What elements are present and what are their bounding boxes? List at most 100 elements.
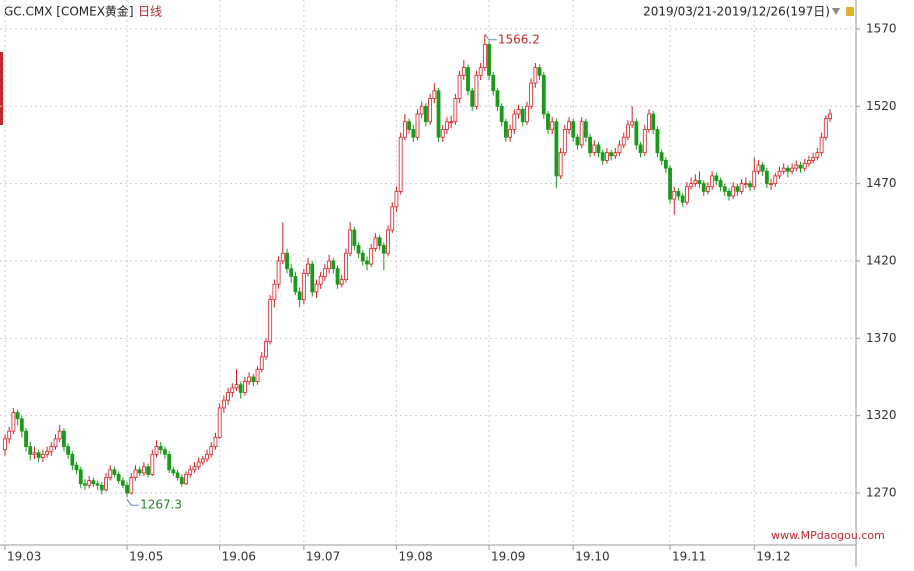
candle-body (314, 283, 319, 293)
candle-body (811, 156, 816, 161)
date-range[interactable]: 2019/03/21-2019/12/26(197日) (643, 5, 830, 19)
candle-body (819, 136, 824, 154)
candle-body (807, 160, 811, 164)
candle-body (125, 484, 129, 494)
candle-body (449, 121, 454, 124)
candle-body (179, 477, 184, 485)
candle-body (424, 105, 428, 123)
candle-body (28, 446, 33, 455)
annotation-label: 1566.2 (498, 32, 540, 46)
candle-body (487, 43, 491, 76)
dropdown-icon[interactable] (832, 8, 840, 15)
candle-body (546, 113, 550, 130)
x-tick-label: 19.03 (7, 550, 41, 564)
candle-body (264, 341, 268, 358)
candle-body (78, 469, 83, 485)
candle-body (285, 252, 289, 270)
candle-body (634, 121, 639, 146)
candle-body (752, 170, 757, 188)
candle-body (567, 121, 571, 130)
candle-body (756, 164, 761, 172)
candle-body (91, 480, 96, 485)
candle-body (268, 299, 273, 342)
candle-body (154, 446, 159, 455)
candle-body (592, 144, 597, 154)
candle-body (226, 392, 230, 401)
candle-body (112, 469, 117, 475)
candle-body (32, 452, 37, 455)
candle-body (735, 186, 740, 192)
candle-body (3, 438, 7, 451)
candle-body (655, 129, 660, 154)
candle-body (259, 356, 264, 370)
candle-body (213, 436, 218, 448)
candle-body (146, 466, 151, 475)
candle-body (760, 164, 765, 172)
candle-body (238, 384, 243, 393)
y-tick-label: 1270 (866, 486, 897, 500)
y-tick-label: 1370 (866, 331, 897, 345)
candle-body (209, 446, 214, 455)
candle-body (516, 108, 521, 115)
x-tick-label: 19.11 (672, 550, 706, 564)
candle-body (739, 183, 744, 192)
candle-body (205, 453, 209, 460)
candle-body (461, 67, 466, 76)
chart-subtitle: 日线 (138, 5, 162, 19)
candle-body (280, 252, 285, 262)
candle-body (436, 90, 441, 138)
candle-body (466, 67, 470, 92)
candle-body (823, 118, 828, 138)
x-tick-label: 19.09 (491, 550, 525, 564)
y-tick-label: 1470 (866, 176, 897, 190)
candle-body (369, 248, 374, 265)
candle-body (356, 245, 361, 254)
candle-body (293, 276, 298, 293)
candle-body (247, 376, 252, 383)
candle-body (331, 260, 336, 270)
candle-body (411, 129, 416, 138)
candle-body (533, 67, 538, 84)
candle-body (731, 186, 736, 197)
chart-title: GC.CMX [COMEX黄金] (4, 4, 134, 19)
candle-body (777, 170, 782, 177)
y-tick-label: 1520 (866, 99, 897, 113)
candle-body (310, 263, 315, 293)
candle-body (200, 458, 205, 463)
lock-icon[interactable] (846, 7, 854, 16)
candle-body (541, 74, 546, 115)
candle-body (668, 167, 672, 200)
candle-body (659, 152, 664, 161)
candle-body (276, 260, 281, 285)
candle-body (83, 483, 87, 486)
annotation-leader (126, 498, 140, 506)
side-marker (0, 52, 3, 125)
candle-body (722, 186, 727, 192)
candle-body (339, 279, 344, 285)
candle-body (171, 469, 176, 474)
candle-body (693, 180, 698, 185)
candle-body (175, 472, 180, 478)
candle-body (217, 407, 222, 438)
candle-body (718, 180, 723, 188)
candle-body (680, 195, 685, 203)
candle-body (579, 121, 584, 146)
candle-body (158, 446, 163, 451)
candle-body (562, 129, 567, 154)
y-tick-label: 1420 (866, 253, 897, 267)
candle-body (251, 376, 256, 383)
candle-body (394, 190, 399, 208)
candle-body (794, 164, 799, 169)
candle-body (773, 175, 778, 185)
candle-body (15, 412, 20, 420)
candle-body (243, 381, 247, 393)
candle-body (786, 167, 790, 172)
candle-body (706, 186, 710, 192)
candle-body (684, 186, 689, 203)
candle-body (184, 474, 188, 485)
candle-body (137, 469, 142, 474)
candle-body (815, 152, 820, 158)
candle-body (234, 384, 239, 389)
